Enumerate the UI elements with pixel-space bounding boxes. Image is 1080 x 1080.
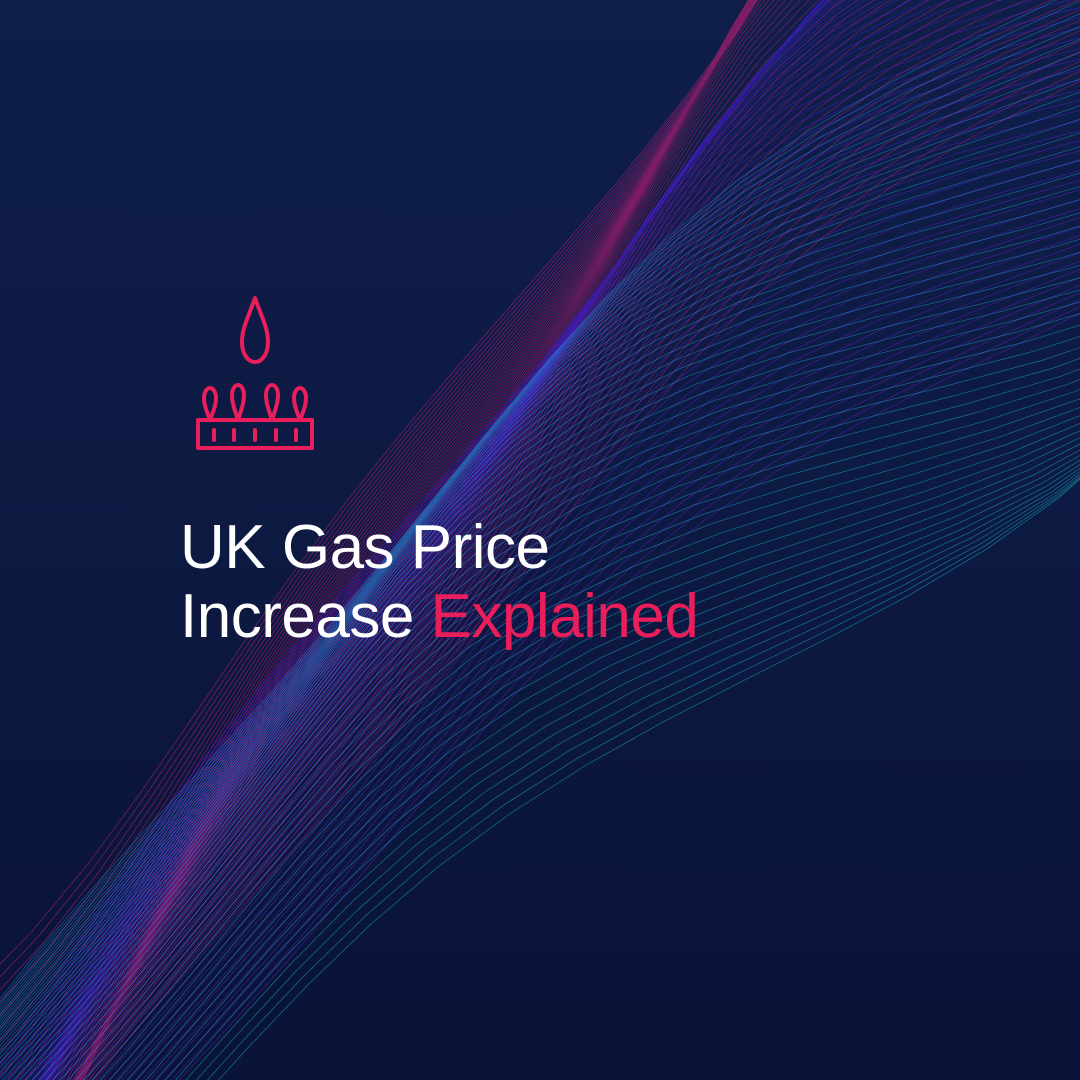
page-title: UK Gas Price Increase Explained (180, 513, 698, 652)
gas-burner-icon (180, 290, 698, 465)
title-line-1: UK Gas Price (180, 513, 698, 582)
title-word-explained: Explained (431, 582, 699, 651)
content-block: UK Gas Price Increase Explained (180, 290, 698, 652)
infographic-canvas: UK Gas Price Increase Explained (0, 0, 1080, 1080)
title-line-2: Increase Explained (180, 582, 698, 651)
title-word-increase: Increase (180, 582, 431, 651)
